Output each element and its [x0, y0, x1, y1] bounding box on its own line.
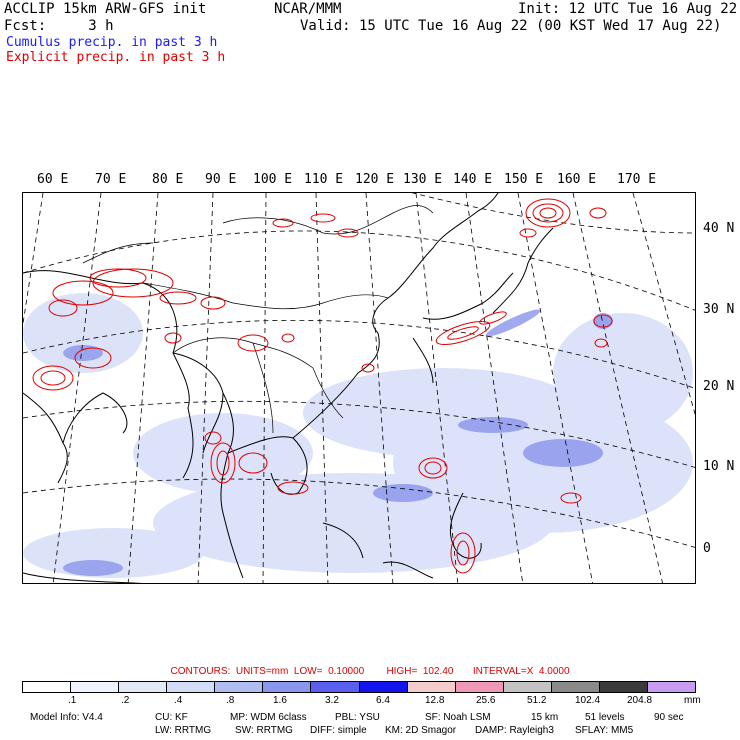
contours-info: CONTOURS: UNITS=mm LOW= 0.10000 HIGH= 10… — [170, 666, 570, 677]
colorbar-swatch — [551, 682, 600, 692]
resolution: 15 km — [531, 712, 559, 723]
explicit-precip-contours — [32, 198, 613, 574]
colorbar-swatch — [455, 682, 504, 692]
colorbar-label: 204.8 — [627, 695, 653, 706]
colorbar-swatch — [119, 682, 168, 692]
organization-label: NCAR/MMM — [274, 1, 342, 17]
colorbar-swatch — [648, 682, 696, 692]
lon-label-160e: 160 E — [557, 172, 597, 187]
latitude-lines — [23, 193, 695, 548]
surface-scheme: SF: Noah LSM — [425, 712, 491, 723]
coastlines — [23, 193, 554, 583]
cumulus-legend: Cumulus precip. in past 3 h — [6, 35, 218, 50]
cumulus-scheme: CU: KF — [155, 712, 188, 723]
colorbar-swatch — [359, 682, 408, 692]
colorbar-swatch — [503, 682, 552, 692]
lat-label-40n: 40 N — [703, 221, 735, 236]
colorbar-label: 25.6 — [476, 695, 496, 706]
colorbar-swatch — [311, 682, 360, 692]
colorbar-label: .1 — [68, 695, 77, 706]
colorbar-swatch — [599, 682, 649, 692]
lat-label-10n: 10 N — [703, 459, 735, 474]
colorbar-label: .4 — [174, 695, 183, 706]
explicit-legend: Explicit precip. in past 3 h — [6, 50, 226, 65]
microphysics-scheme: MP: WDM 6class — [230, 712, 307, 723]
shortwave-scheme: SW: RRTMG — [235, 725, 293, 736]
colorbar-swatch — [71, 682, 120, 692]
colorbar-swatch — [23, 682, 72, 692]
lon-label-60e: 60 E — [37, 172, 69, 187]
colorbar-swatch — [407, 682, 456, 692]
colorbar-label: .8 — [226, 695, 235, 706]
pbl-scheme: PBL: YSU — [335, 712, 380, 723]
damping-option: DAMP: Rayleigh3 — [475, 725, 554, 736]
colorbar-swatch — [167, 682, 216, 692]
colorbar-label: 3.2 — [325, 695, 339, 706]
lon-label-120e: 120 E — [355, 172, 395, 187]
lat-label-0: 0 — [703, 541, 711, 556]
colorbar — [22, 681, 696, 693]
colorbar-label: 51.2 — [527, 695, 547, 706]
colorbar-label: 6.4 — [376, 695, 390, 706]
cumulus-precip-cores — [63, 309, 613, 576]
surface-layer-option: SFLAY: MM5 — [575, 725, 634, 736]
country-borders — [82, 205, 434, 434]
valid-time: Valid: 15 UTC Tue 16 Aug 22 (00 KST Wed … — [300, 18, 722, 34]
colorbar-swatch — [215, 682, 264, 692]
lon-label-130e: 130 E — [403, 172, 443, 187]
lon-label-150e: 150 E — [504, 172, 544, 187]
colorbar-label: 1.6 — [273, 695, 287, 706]
timestep: 90 sec — [654, 712, 684, 723]
init-time: Init: 12 UTC Tue 16 Aug 22 — [518, 1, 738, 17]
colorbar-label: 12.8 — [425, 695, 445, 706]
colorbar-unit: mm — [684, 695, 701, 706]
precipitation-map — [22, 192, 696, 584]
lat-label-30n: 30 N — [703, 302, 735, 317]
cumulus-precip-field — [23, 293, 693, 578]
colorbar-label: 102.4 — [575, 695, 601, 706]
lon-label-100e: 100 E — [253, 172, 293, 187]
longwave-scheme: LW: RRTMG — [155, 725, 212, 736]
lon-label-90e: 90 E — [205, 172, 237, 187]
model-info: Model Info: V4.4 — [30, 712, 103, 723]
forecast-hour: Fcst: 3 h — [4, 18, 114, 34]
lon-label-80e: 80 E — [152, 172, 184, 187]
run-title: ACCLIP 15km ARW-GFS init — [4, 1, 207, 17]
colorbar-label: .2 — [121, 695, 130, 706]
lon-label-140e: 140 E — [453, 172, 493, 187]
lon-label-70e: 70 E — [95, 172, 127, 187]
km-option: KM: 2D Smagor — [385, 725, 457, 736]
map-canvas — [23, 193, 695, 583]
lon-label-110e: 110 E — [304, 172, 344, 187]
vertical-levels: 51 levels — [585, 712, 625, 723]
colorbar-swatch — [263, 682, 312, 692]
lon-label-170e: 170 E — [617, 172, 657, 187]
lat-label-20n: 20 N — [703, 379, 735, 394]
diffusion-option: DIFF: simple — [310, 725, 367, 736]
